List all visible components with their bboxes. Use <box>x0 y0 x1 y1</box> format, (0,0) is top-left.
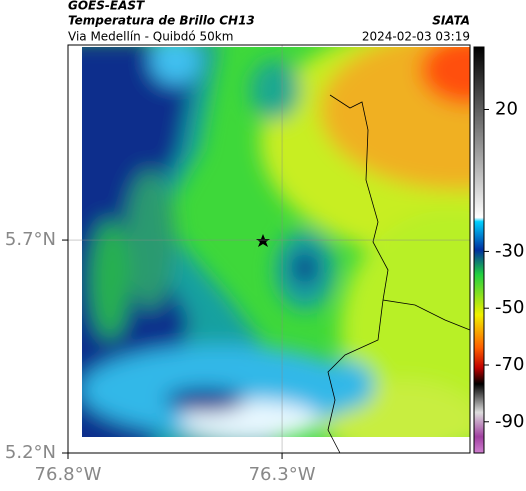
colorbar-tick-label: -50 <box>495 297 524 318</box>
colorbar <box>473 46 485 454</box>
source: SIATA <box>432 14 470 28</box>
location: Via Medellín - Quibdó 50km <box>68 30 233 44</box>
lon-tick-label: 76.8°W <box>35 464 102 485</box>
grid <box>68 45 470 453</box>
border <box>327 94 471 454</box>
location-marker <box>256 234 270 247</box>
colorbar-tick-label: 20 <box>495 98 518 119</box>
subtitle: Temperatura de Brillo CH13 <box>68 14 255 28</box>
colorbar-tick-label: -90 <box>495 411 524 432</box>
lat-tick-label: 5.7°N <box>5 229 56 250</box>
imagery <box>82 47 470 437</box>
lon-tick-label: 76.3°W <box>249 464 316 485</box>
map-frame <box>67 44 471 454</box>
colorbar-tick-label: -70 <box>495 354 524 375</box>
lat-tick-label: 5.2°N <box>5 442 56 463</box>
timestamp: 2024-02-03 03:19 <box>362 30 470 44</box>
colorbar-tick-label: -30 <box>495 240 524 261</box>
title: GOES-EAST <box>68 0 145 13</box>
